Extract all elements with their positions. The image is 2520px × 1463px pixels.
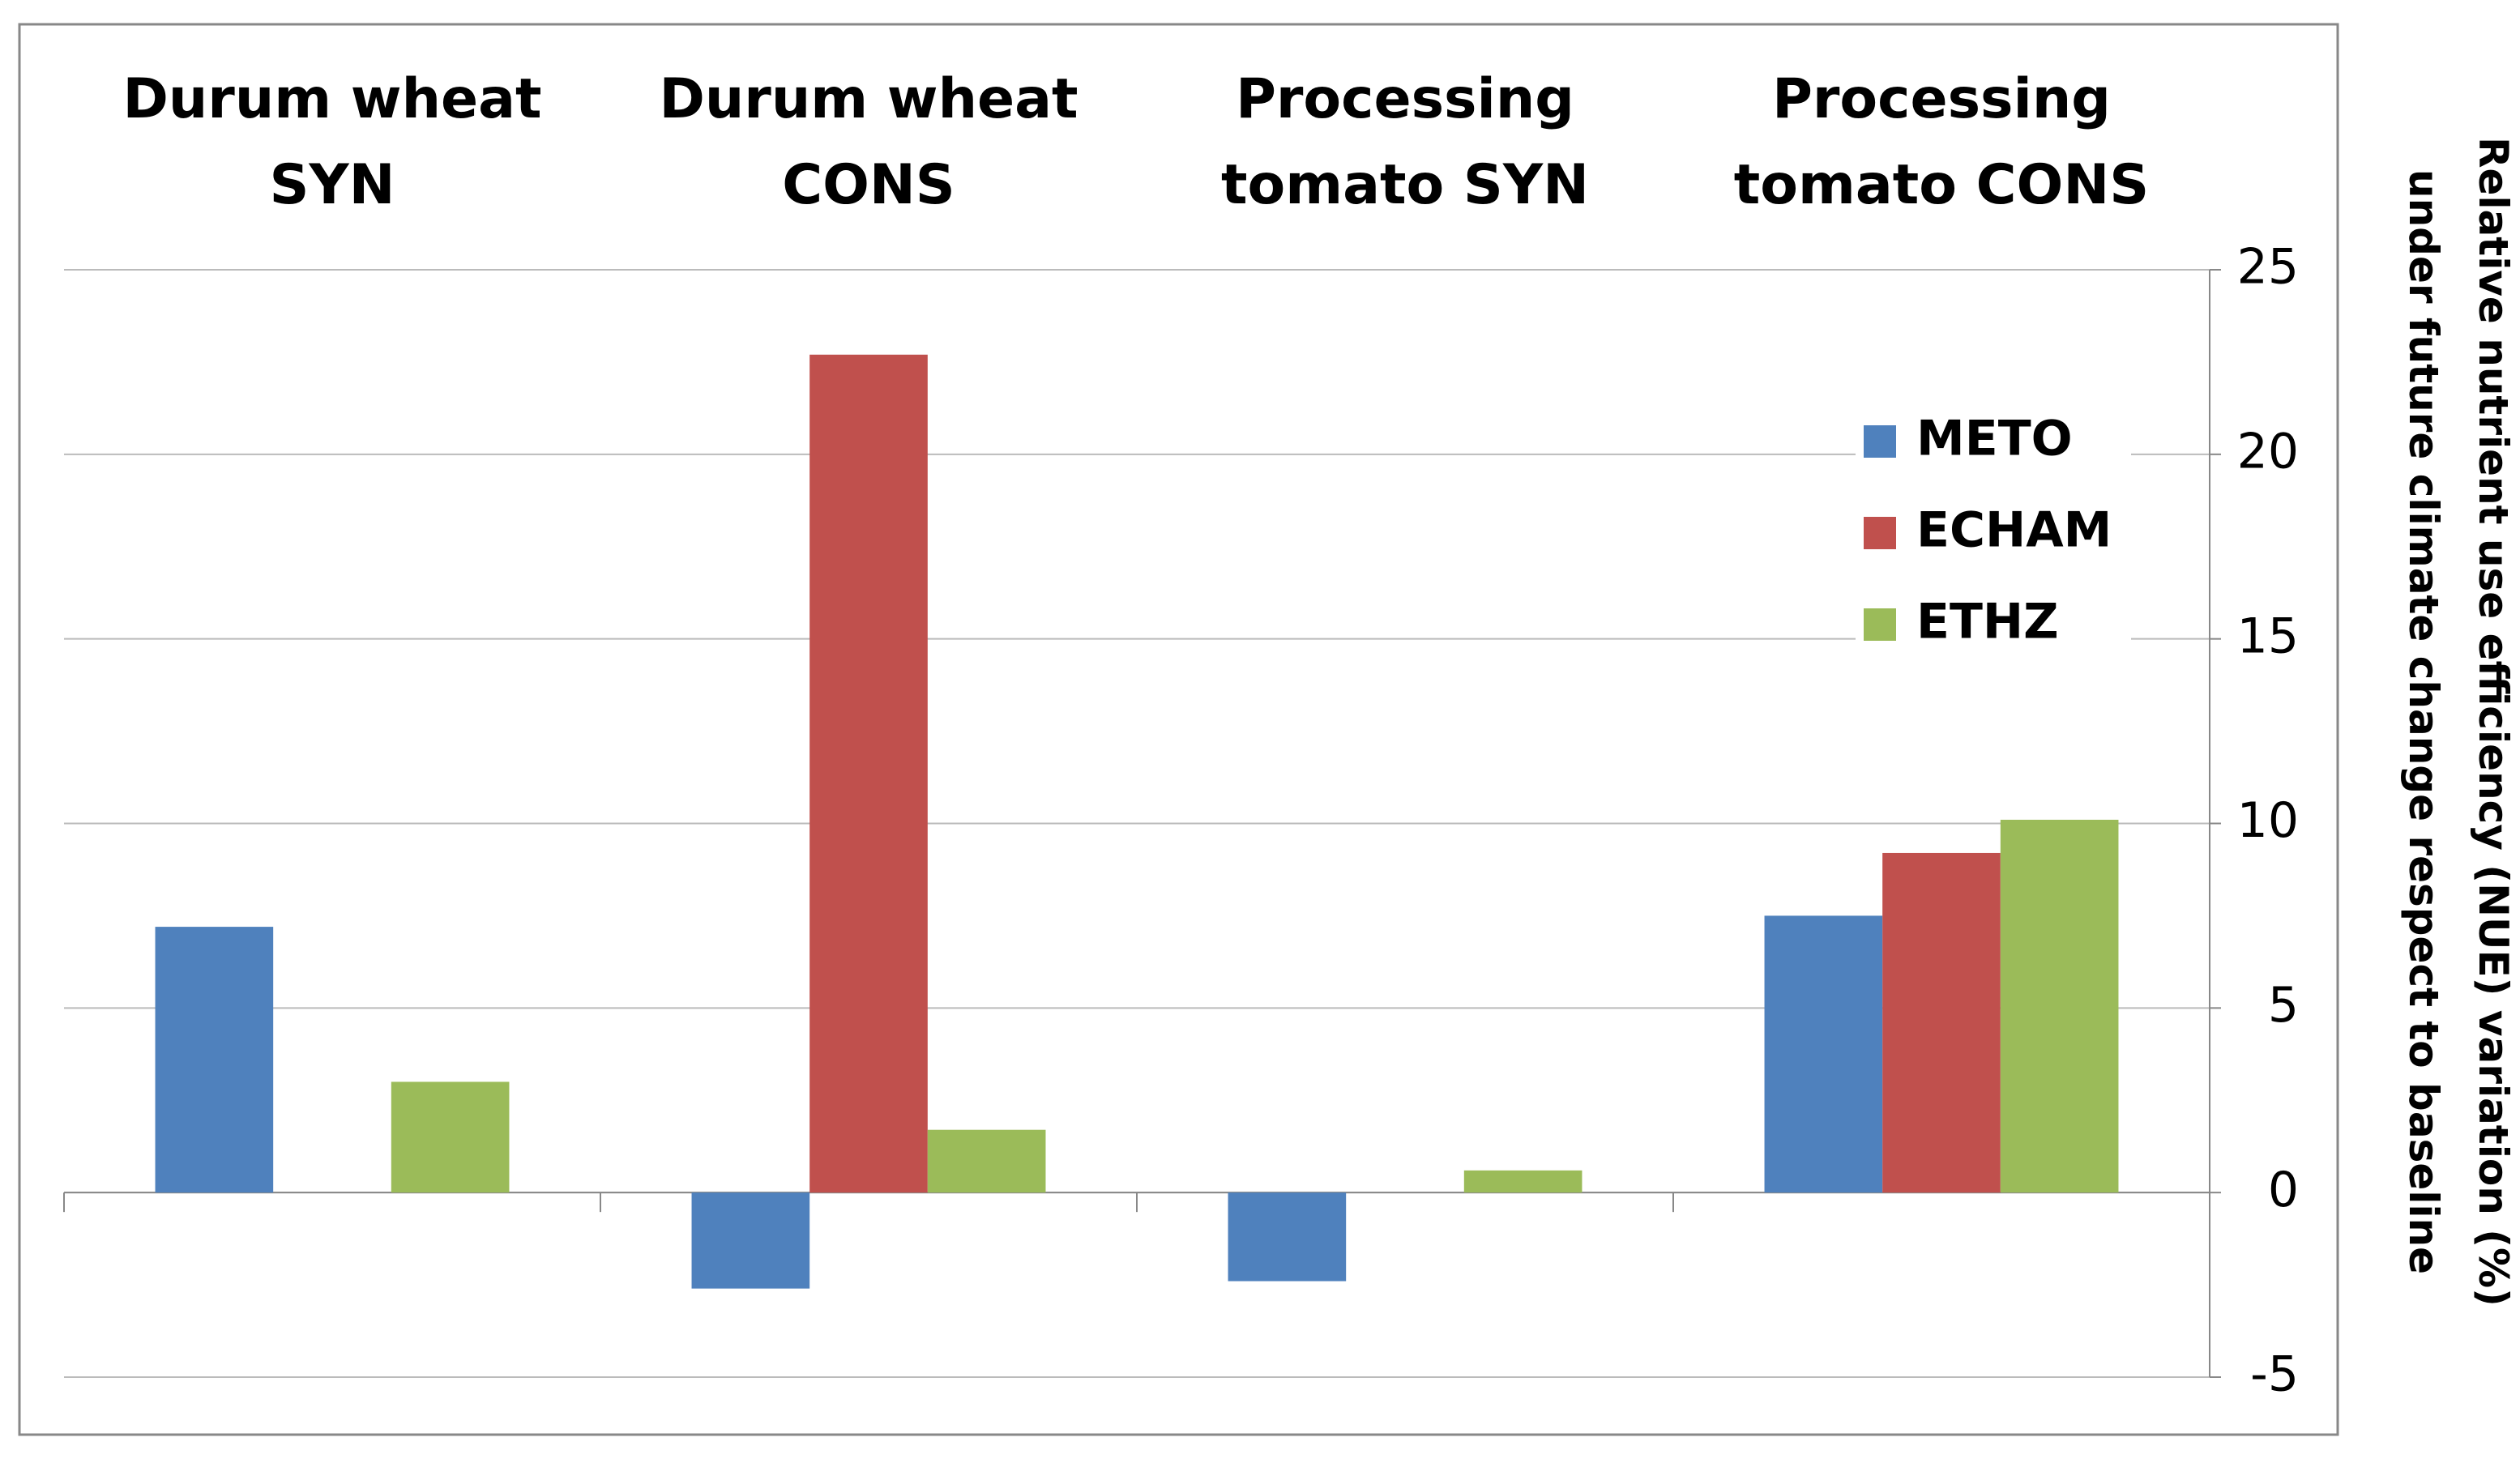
legend-swatch	[1864, 608, 1896, 641]
category-label: Durum wheat SYN	[122, 67, 542, 217]
bar	[2000, 819, 2119, 1193]
y-tick-label: 20	[2237, 423, 2299, 480]
legend-label: METO	[1916, 411, 2073, 467]
y-tick-label: 15	[2237, 608, 2299, 664]
frame	[18, 23, 2339, 1436]
legend-swatch	[1864, 517, 1896, 549]
y-tick-label: 10	[2237, 792, 2299, 849]
bar	[927, 1129, 1046, 1193]
bar	[391, 1081, 510, 1193]
legend-swatch	[1864, 425, 1896, 458]
category-label: Processing tomato SYN	[1221, 67, 1589, 217]
bar	[155, 927, 274, 1193]
bar	[1764, 915, 1883, 1193]
y-tick-label: -5	[2250, 1346, 2299, 1403]
bar	[1882, 852, 2001, 1193]
legend-label: ECHAM	[1916, 502, 2112, 559]
bar	[691, 1192, 810, 1289]
bar	[809, 354, 928, 1193]
y-tick-label: 25	[2237, 239, 2299, 296]
y-tick-label: 5	[2268, 977, 2299, 1034]
legend-label: ETHZ	[1916, 594, 2059, 650]
y-axis-label: Relative nutrient use efficiency (NUE) v…	[2400, 137, 2517, 1307]
y-tick-label: 0	[2268, 1162, 2299, 1218]
legend-box	[1856, 405, 2131, 664]
category-label: Processing tomato CONS	[1733, 67, 2150, 217]
category-label: Durum wheat CONS	[659, 67, 1078, 217]
bar	[1228, 1192, 1347, 1282]
bar	[1463, 1170, 1582, 1193]
